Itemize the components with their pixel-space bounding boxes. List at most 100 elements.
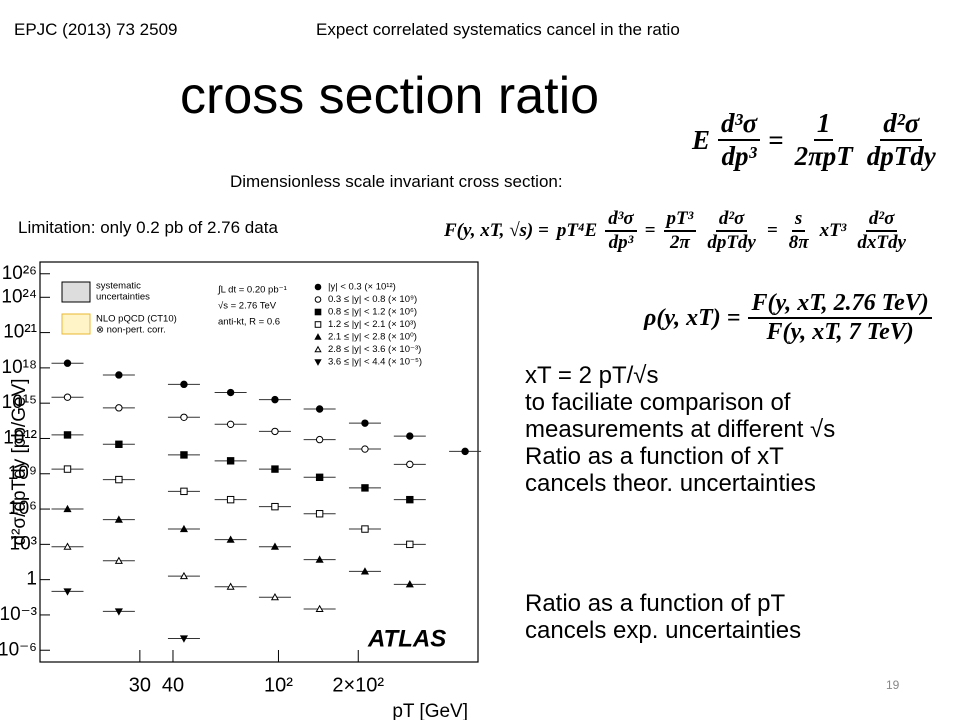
marker	[180, 487, 188, 496]
bullet-line: to faciliate comparison of	[525, 389, 791, 416]
marker	[315, 555, 324, 563]
numerator: F(y, xT, 2.76 TeV)	[748, 290, 932, 319]
x-tick-label: 40	[162, 674, 184, 696]
bullet-line: cancels exp. uncertainties	[525, 617, 802, 644]
y-tick-label: 10²⁶	[2, 263, 37, 284]
subtitle: Dimensionless scale invariant cross sect…	[230, 172, 563, 191]
marker	[180, 451, 188, 459]
marker	[406, 460, 414, 469]
annotation: √s = 2.76 TeV	[218, 301, 277, 312]
numerator: 1	[813, 108, 834, 141]
bullet-group: xT = 2 pT/√s to faciliate comparison of me…	[525, 362, 835, 497]
marker	[63, 504, 72, 513]
fraction: d²σ dxTdy	[854, 208, 909, 254]
reference: EPJC (2013) 73 2509	[14, 20, 178, 39]
legend-label: 0.3 ≤ |y| < 0.8 (× 10⁹)	[328, 294, 417, 305]
marker	[179, 635, 188, 643]
y-tick-label: 10⁶	[8, 498, 37, 519]
equation-term: =	[768, 124, 784, 155]
marker	[115, 404, 123, 412]
bullet-group: Ratio as a function of pT cancels exp. un…	[525, 590, 801, 644]
denominator: 8π	[788, 232, 809, 253]
legend-label: 2.1 ≤ |y| < 2.8 (× 10⁰)	[328, 332, 417, 343]
marker	[226, 535, 235, 543]
fraction: s 8π	[786, 208, 812, 254]
slide-number: 19	[886, 678, 900, 692]
denominator: dp³	[608, 232, 634, 253]
marker	[179, 571, 188, 580]
marker	[63, 588, 72, 596]
legend-label: 3.6 ≤ |y| < 4.4 (× 10⁻⁵)	[328, 357, 422, 368]
equation-term: pT⁴E	[556, 220, 598, 241]
marker	[271, 427, 279, 436]
marker	[271, 465, 279, 473]
bullet-line: Ratio as a function of pT	[525, 590, 786, 617]
marker	[114, 515, 123, 523]
marker	[361, 525, 369, 533]
fraction: d²σ dpTdy	[704, 208, 759, 254]
x-axis-label: pT [GeV]	[392, 701, 468, 720]
y-tick-label: 10¹²	[3, 427, 37, 448]
marker	[180, 380, 188, 389]
legend-marker	[314, 321, 322, 328]
equation-term: xT³	[819, 220, 847, 241]
numerator: d³σ	[718, 108, 761, 141]
marker	[406, 540, 414, 549]
marker	[63, 542, 72, 550]
legend-box	[61, 313, 91, 335]
marker	[270, 593, 280, 601]
denominator: 2π	[669, 232, 690, 253]
y-axis-label: d²σ/dpTdy [pb/GeV]	[9, 379, 30, 546]
y-tick-label: 10³	[10, 533, 37, 554]
annotation: NLO pQCD (CT10)	[96, 314, 177, 325]
numerator: d²σ	[880, 108, 923, 141]
marker	[115, 440, 123, 448]
y-tick-label: 10⁻³	[0, 604, 37, 625]
marker	[114, 608, 123, 616]
equation: F(y, xT, √s) = pT⁴E d³σ dp³ = pT³ 2π d²σ dpTdy = s…	[440, 208, 913, 254]
annotation: ∫L dt = 0.20 pb⁻¹	[217, 285, 287, 296]
note: Expect correlated systematics cancel in …	[316, 20, 680, 39]
legend-marker	[314, 345, 322, 353]
marker	[406, 495, 414, 504]
equation-term: =	[766, 220, 778, 241]
marker	[179, 524, 188, 533]
fraction: d³σ dp³	[605, 208, 637, 254]
legend-label: 1.2 ≤ |y| < 2.1 (× 10³)	[328, 319, 416, 330]
denominator: dpTdy	[866, 141, 936, 171]
y-tick-label: 10⁻⁶	[0, 639, 37, 660]
bullet-line: measurements at different √s	[525, 416, 836, 443]
y-tick-label: 10²⁴	[1, 286, 37, 307]
numerator: d³σ	[605, 208, 637, 232]
marker	[461, 447, 469, 456]
equation: ρ(y, xT) = F(y, xT, 2.76 TeV) F(y, xT, 7 T…	[640, 290, 936, 346]
marker	[180, 413, 188, 422]
marker	[315, 435, 324, 444]
equation-term: E	[692, 124, 711, 155]
legend-label: 0.8 ≤ |y| < 1.2 (× 10⁶)	[328, 307, 417, 318]
y-tick-label: 10¹⁸	[2, 357, 37, 378]
x-tick-label: 10²	[264, 674, 293, 696]
x-tick-label: 2×10²	[332, 674, 384, 696]
denominator: F(y, xT, 7 TeV)	[766, 319, 914, 345]
legend-marker	[314, 359, 322, 366]
annotation: uncertainties	[96, 292, 150, 303]
marker	[226, 582, 235, 590]
marker	[63, 393, 72, 401]
marker	[361, 484, 369, 492]
marker	[226, 457, 235, 465]
legend-label: |y| < 0.3 (× 10¹²)	[328, 282, 396, 293]
denominator: dp³	[721, 141, 757, 171]
legend-label: 2.8 ≤ |y| < 3.6 (× 10⁻³)	[328, 344, 421, 355]
x-tick-label: 30	[129, 674, 151, 696]
fraction: d²σ dpTdy	[864, 108, 939, 172]
numerator: pT³	[663, 208, 697, 232]
annotation: ATLAS	[367, 625, 446, 652]
bullet-line: Ratio as a function of xT	[525, 443, 784, 470]
marker	[406, 432, 414, 440]
legend-marker	[314, 308, 322, 316]
legend-marker	[314, 333, 322, 340]
marker	[115, 475, 123, 484]
